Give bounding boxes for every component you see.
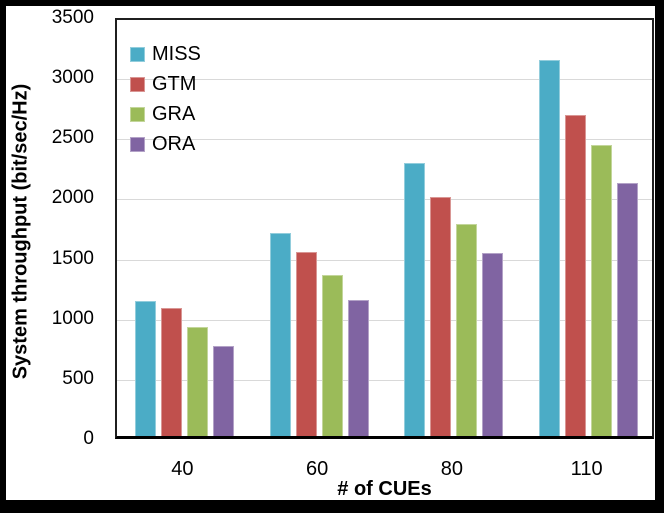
- bar-gtm-110: [565, 115, 586, 436]
- bar-ora-110: [617, 183, 638, 436]
- x-tick-label: 110: [570, 458, 603, 480]
- y-tick-label: 0: [83, 428, 94, 449]
- bar-ora-80: [482, 253, 503, 436]
- legend-swatch-icon: [130, 106, 145, 122]
- x-tick-label: 60: [306, 458, 329, 480]
- legend-item-gtm: GTM: [130, 69, 201, 99]
- bar-gra-110: [591, 145, 612, 436]
- bar-miss-80: [404, 163, 425, 436]
- x-tick-label: 80: [440, 458, 463, 480]
- legend-item-gra: GRA: [130, 99, 201, 129]
- legend-label: ORA: [152, 133, 196, 155]
- bar-miss-110: [539, 60, 560, 436]
- bar-gtm-40: [161, 308, 182, 436]
- legend: MISS GTM GRA ORA: [130, 39, 201, 159]
- legend-swatch-icon: [130, 76, 145, 92]
- bar-gra-80: [456, 224, 477, 436]
- legend-swatch-icon: [130, 136, 145, 152]
- legend-swatch-icon: [130, 46, 145, 62]
- bar-miss-60: [270, 233, 291, 436]
- legend-label: GTM: [152, 73, 197, 95]
- gridline: [117, 379, 652, 381]
- y-tick-label: 2000: [51, 187, 94, 209]
- y-tick-label: 3000: [51, 67, 94, 89]
- bar-miss-40: [135, 301, 156, 436]
- y-tick-label: 2500: [51, 127, 94, 149]
- y-tick-label: 3500: [51, 7, 94, 28]
- y-tick-label: 1000: [51, 307, 94, 329]
- gridline: [117, 199, 652, 201]
- bar-gra-40: [187, 327, 208, 436]
- y-tick-label: 500: [62, 367, 94, 389]
- gridline: [117, 319, 652, 321]
- x-axis-title: # of CUEs: [337, 478, 432, 500]
- plot-area: MISS GTM GRA ORA: [115, 18, 654, 439]
- bar-gra-60: [322, 275, 343, 436]
- gridline: [117, 259, 652, 261]
- legend-item-miss: MISS: [130, 39, 201, 69]
- bar-gtm-80: [430, 197, 451, 436]
- gridline: [117, 139, 652, 141]
- y-tick-label: 1500: [51, 247, 94, 269]
- legend-item-ora: ORA: [130, 129, 201, 159]
- bar-gtm-60: [296, 252, 317, 436]
- x-tick-label: 40: [171, 458, 194, 480]
- legend-label: GRA: [152, 103, 196, 125]
- bar-ora-60: [348, 300, 369, 436]
- bar-ora-40: [213, 346, 234, 436]
- legend-label: MISS: [152, 43, 201, 65]
- gridline: [117, 79, 652, 81]
